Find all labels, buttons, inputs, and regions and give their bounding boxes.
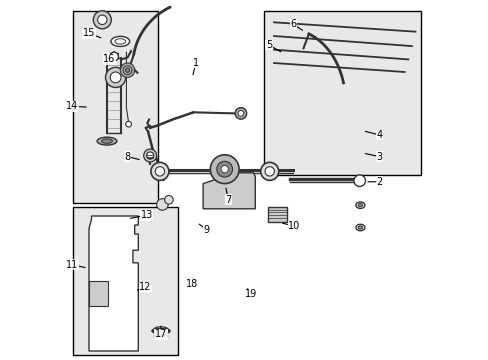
Text: 12: 12: [139, 282, 151, 292]
Text: 3: 3: [376, 152, 382, 162]
Circle shape: [105, 67, 125, 87]
Bar: [264, 11, 420, 175]
Ellipse shape: [115, 39, 125, 44]
Text: 4: 4: [376, 130, 382, 140]
Ellipse shape: [355, 202, 364, 208]
Text: 18: 18: [186, 279, 198, 289]
Circle shape: [125, 68, 129, 72]
Ellipse shape: [97, 137, 117, 145]
Circle shape: [110, 72, 121, 83]
Polygon shape: [89, 281, 107, 306]
Circle shape: [110, 52, 118, 61]
Circle shape: [216, 161, 232, 177]
Circle shape: [155, 167, 164, 176]
Ellipse shape: [111, 36, 129, 46]
Text: 11: 11: [66, 260, 79, 270]
Polygon shape: [203, 173, 255, 209]
Text: 10: 10: [287, 221, 300, 231]
Circle shape: [98, 15, 107, 24]
Circle shape: [151, 162, 168, 180]
Ellipse shape: [355, 224, 364, 231]
Circle shape: [123, 66, 132, 75]
Circle shape: [260, 162, 278, 180]
Circle shape: [146, 152, 153, 159]
Circle shape: [120, 63, 134, 77]
Circle shape: [353, 175, 365, 186]
Bar: [73, 11, 158, 203]
Circle shape: [164, 195, 173, 204]
Text: 1: 1: [192, 58, 199, 68]
Circle shape: [238, 111, 244, 116]
Text: 17: 17: [155, 329, 167, 339]
Circle shape: [210, 155, 239, 184]
Circle shape: [221, 166, 228, 173]
Circle shape: [235, 108, 246, 119]
Text: 13: 13: [140, 210, 152, 220]
Ellipse shape: [357, 203, 362, 207]
Circle shape: [264, 167, 274, 176]
Text: 6: 6: [289, 19, 296, 30]
Text: 5: 5: [265, 40, 271, 50]
Polygon shape: [267, 207, 286, 222]
Text: 2: 2: [376, 177, 382, 187]
Text: 16: 16: [103, 54, 115, 64]
Circle shape: [93, 11, 111, 29]
Ellipse shape: [102, 139, 112, 143]
Text: 8: 8: [124, 152, 130, 162]
Bar: [73, 207, 178, 355]
Ellipse shape: [357, 226, 362, 229]
Text: 14: 14: [66, 101, 79, 111]
Circle shape: [125, 121, 131, 127]
Text: 15: 15: [82, 28, 95, 38]
Text: 19: 19: [244, 289, 257, 300]
Polygon shape: [89, 216, 138, 351]
Circle shape: [143, 149, 156, 162]
Text: 7: 7: [224, 195, 231, 205]
Text: 9: 9: [203, 225, 209, 235]
Circle shape: [156, 199, 168, 210]
